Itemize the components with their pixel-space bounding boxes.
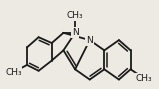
FancyBboxPatch shape (135, 73, 152, 83)
FancyBboxPatch shape (85, 35, 94, 45)
Text: CH₃: CH₃ (5, 68, 22, 77)
Text: CH₃: CH₃ (135, 74, 152, 83)
Text: CH₃: CH₃ (67, 11, 83, 20)
FancyBboxPatch shape (67, 10, 83, 21)
FancyBboxPatch shape (5, 67, 22, 78)
Text: N: N (86, 36, 93, 45)
FancyBboxPatch shape (71, 27, 80, 38)
Text: N: N (72, 28, 79, 37)
